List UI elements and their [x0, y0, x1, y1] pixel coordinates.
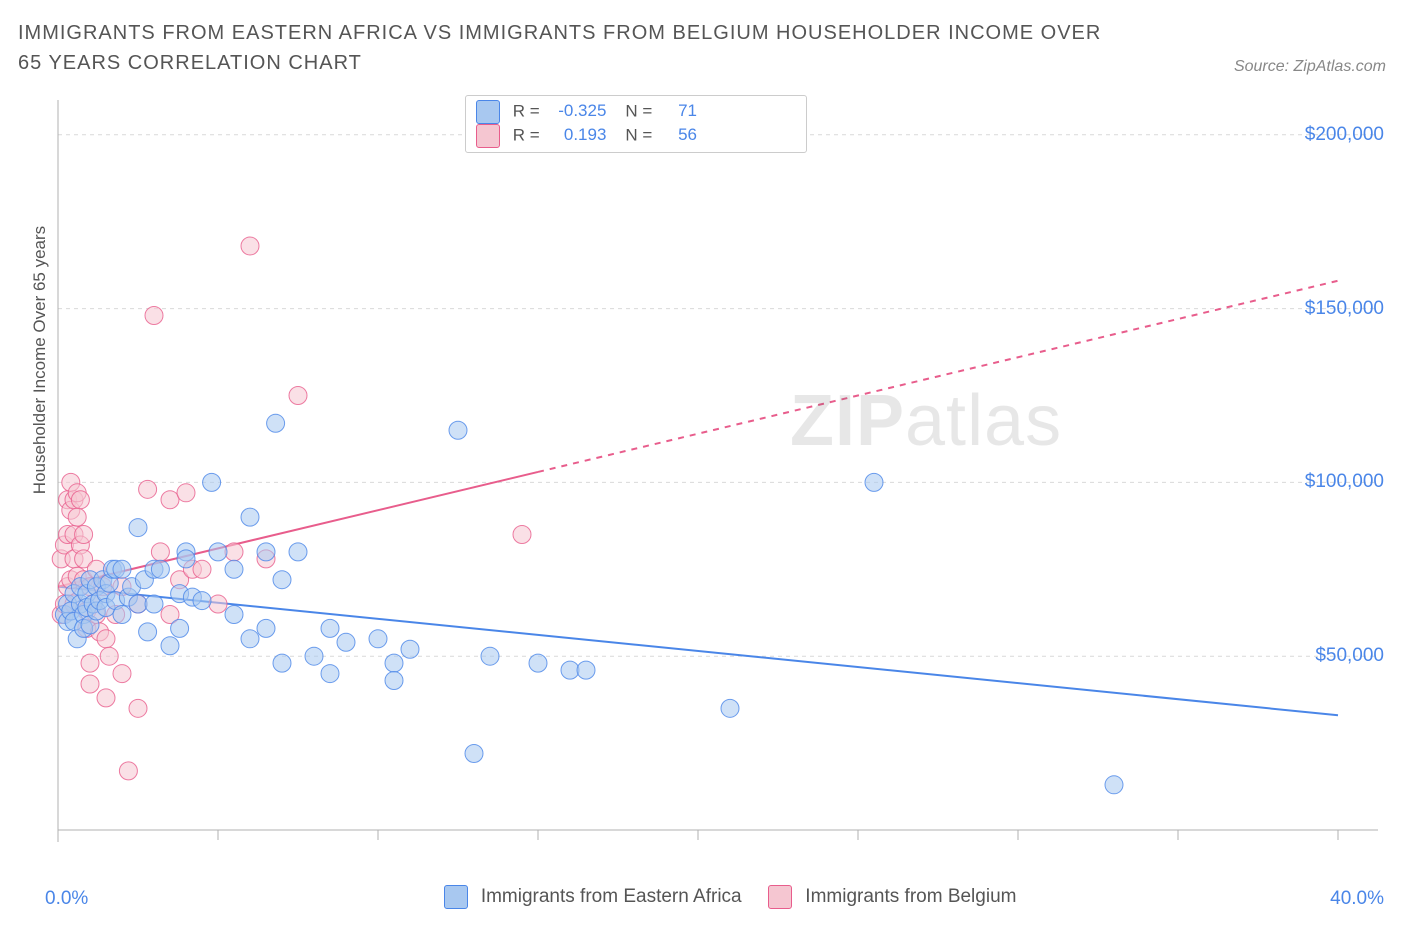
x-axis-min-label: 0.0% — [45, 888, 88, 910]
n-label: N = — [625, 125, 652, 144]
y-axis-label: Householder Income Over 65 years — [30, 160, 50, 560]
legend-swatch-belgium — [768, 885, 792, 909]
legend-swatch-eastern-africa — [476, 100, 500, 124]
r-label: R = — [513, 101, 540, 120]
legend-label-1: Immigrants from Belgium — [805, 886, 1016, 907]
n-value-1: 56 — [657, 125, 697, 145]
r-value-1: 0.193 — [544, 125, 606, 145]
x-axis-max-label: 40.0% — [1330, 888, 1384, 910]
legend-label-0: Immigrants from Eastern Africa — [481, 886, 742, 907]
r-label: R = — [513, 125, 540, 144]
y-tick-label: $50,000 — [1264, 645, 1384, 667]
y-tick-label: $100,000 — [1264, 471, 1384, 493]
chart-title: IMMIGRANTS FROM EASTERN AFRICA VS IMMIGR… — [18, 18, 1118, 78]
legend-stats-row-0: R = -0.325 N = 71 — [476, 100, 796, 124]
source-label: Source: ZipAtlas.com — [1234, 58, 1386, 76]
r-value-0: -0.325 — [544, 101, 606, 121]
y-tick-label: $150,000 — [1264, 298, 1384, 320]
n-label: N = — [625, 101, 652, 120]
legend-bottom: Immigrants from Eastern Africa Immigrant… — [420, 885, 1040, 909]
n-value-0: 71 — [657, 101, 697, 121]
legend-swatch-eastern-africa — [444, 885, 468, 909]
scatter-plot — [48, 90, 1386, 860]
legend-stats: R = -0.325 N = 71 R = 0.193 N = 56 — [465, 95, 807, 153]
y-tick-label: $200,000 — [1264, 124, 1384, 146]
legend-stats-row-1: R = 0.193 N = 56 — [476, 124, 796, 148]
legend-swatch-belgium — [476, 124, 500, 148]
